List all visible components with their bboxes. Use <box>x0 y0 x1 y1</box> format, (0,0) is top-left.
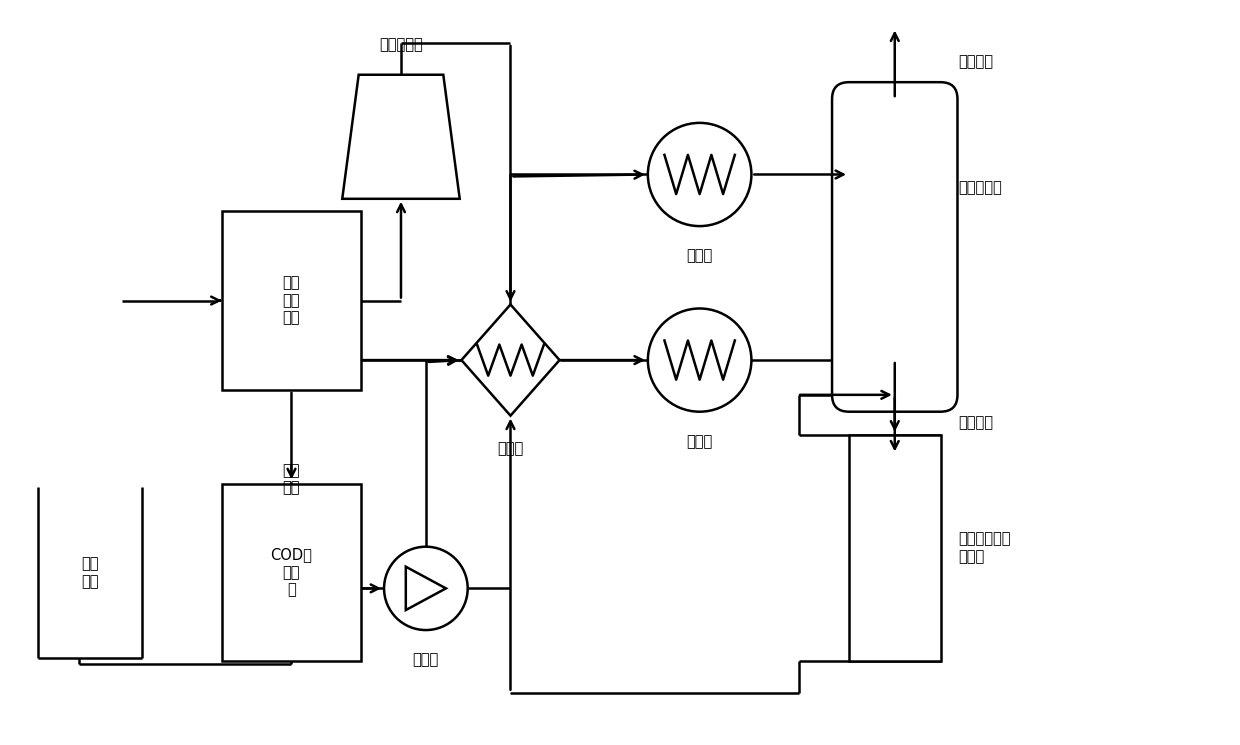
Text: 氧气
浓度
调节: 氧气 浓度 调节 <box>283 276 300 326</box>
Text: COD在
线检
测: COD在 线检 测 <box>270 548 312 597</box>
Text: 废水出口: 废水出口 <box>959 415 993 430</box>
Text: 气液分离罐: 气液分离罐 <box>959 180 1002 195</box>
Text: 进液泵: 进液泵 <box>413 653 439 668</box>
Text: 水冷器: 水冷器 <box>687 248 713 264</box>
Text: 气体出口: 气体出口 <box>959 54 993 69</box>
Text: 换热器: 换热器 <box>497 441 523 456</box>
Text: 自动
关联: 自动 关联 <box>283 463 300 495</box>
Text: 湿式催化氧化
反应器: 湿式催化氧化 反应器 <box>959 531 1011 564</box>
Bar <box>849 434 941 661</box>
Bar <box>222 484 361 661</box>
Bar <box>222 212 361 390</box>
Text: 废水
储槽: 废水 储槽 <box>81 557 99 589</box>
Text: 富氧压缩机: 富氧压缩机 <box>379 37 423 52</box>
FancyBboxPatch shape <box>832 82 957 412</box>
Text: 预热器: 预热器 <box>687 434 713 449</box>
